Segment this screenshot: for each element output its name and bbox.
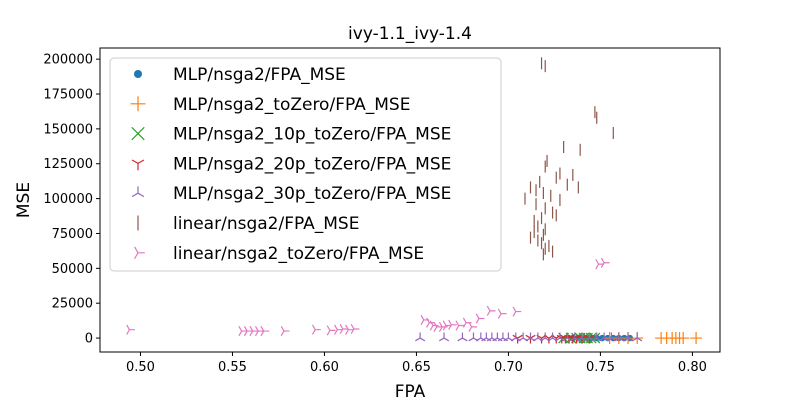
data-point bbox=[503, 332, 514, 342]
data-point bbox=[468, 321, 478, 332]
data-point bbox=[448, 319, 457, 330]
y-tick-label: 25000 bbox=[52, 297, 93, 312]
data-point bbox=[238, 326, 248, 337]
data-point bbox=[525, 334, 536, 344]
data-point bbox=[457, 332, 468, 342]
y-tick-label: 75000 bbox=[52, 227, 93, 242]
legend: MLP/nsga2/FPA_MSE MLP/nsga2_toZero/FPA_MS… bbox=[109, 57, 502, 272]
data-point bbox=[260, 326, 270, 337]
x-tick-label: 0.60 bbox=[310, 360, 339, 375]
data-point bbox=[350, 323, 360, 335]
y-axis: 0 25000 50000 75000 100000 125000 150000 175000… bbox=[43, 53, 100, 347]
data-point bbox=[589, 332, 601, 344]
plot-frame bbox=[99, 47, 721, 353]
data-point bbox=[254, 326, 264, 337]
legend-marker bbox=[130, 96, 146, 112]
y-tick-label: 0 bbox=[85, 332, 93, 347]
data-point bbox=[433, 321, 443, 332]
x-axis-label: FPA bbox=[395, 382, 426, 400]
legend-marker bbox=[131, 159, 145, 171]
x-tick-label: 0.75 bbox=[586, 360, 615, 375]
x-tick-label: 0.55 bbox=[218, 360, 247, 375]
y-tick-label: 200000 bbox=[43, 53, 93, 68]
y-tick-label: 100000 bbox=[43, 192, 93, 207]
legend-item: linear/nsga2_toZero/FPA_MSE bbox=[134, 244, 424, 264]
data-point bbox=[311, 324, 321, 335]
x-tick-label: 0.65 bbox=[402, 360, 431, 375]
data-point bbox=[475, 313, 485, 324]
data-point bbox=[677, 332, 690, 345]
plot-area bbox=[126, 57, 703, 345]
x-tick-label: 0.50 bbox=[126, 360, 155, 375]
data-point bbox=[613, 332, 624, 342]
y-tick-label: 150000 bbox=[43, 122, 93, 137]
y-tick-label: 175000 bbox=[43, 88, 93, 103]
series-5 bbox=[415, 332, 643, 342]
y-tick-label: 125000 bbox=[43, 157, 93, 172]
series-6 bbox=[524, 57, 614, 261]
data-point bbox=[532, 332, 543, 342]
data-point bbox=[468, 332, 479, 342]
legend-box bbox=[109, 57, 502, 272]
data-point bbox=[243, 326, 253, 337]
legend-label: MLP/nsga2_toZero/FPA_MSE bbox=[173, 95, 410, 115]
legend-label: linear/nsga2_toZero/FPA_MSE bbox=[173, 244, 424, 264]
data-point bbox=[126, 324, 135, 335]
data-point bbox=[600, 257, 610, 268]
data-point bbox=[462, 317, 472, 328]
chart-title: ivy-1.1_ivy-1.4 bbox=[348, 24, 472, 44]
legend-label: linear/nsga2/FPA_MSE bbox=[173, 214, 359, 234]
y-axis-label: MSE bbox=[14, 182, 34, 218]
legend-label: MLP/nsga2_10p_toZero/FPA_MSE bbox=[173, 125, 451, 145]
x-tick-label: 0.80 bbox=[678, 360, 707, 375]
legend-label: MLP/nsga2_30p_toZero/FPA_MSE bbox=[173, 184, 451, 204]
data-point bbox=[280, 326, 290, 337]
legend-marker bbox=[134, 70, 142, 78]
legend-item: MLP/nsga2_20p_toZero/FPA_MSE bbox=[131, 154, 451, 174]
y-tick-label: 50000 bbox=[52, 262, 93, 277]
legend-item: MLP/nsga2/FPA_MSE bbox=[134, 65, 346, 85]
x-tick-label: 0.70 bbox=[494, 360, 523, 375]
series-7 bbox=[126, 257, 610, 337]
data-point bbox=[690, 332, 703, 345]
data-point bbox=[632, 332, 643, 342]
data-point bbox=[585, 332, 597, 344]
x-axis: 0.50 0.55 0.60 0.65 0.70 0.75 0.80 bbox=[126, 352, 707, 375]
data-point bbox=[540, 332, 551, 342]
data-point bbox=[497, 308, 507, 319]
data-point bbox=[486, 305, 496, 316]
data-point bbox=[584, 334, 595, 344]
data-point bbox=[415, 332, 426, 342]
legend-label: MLP/nsga2/FPA_MSE bbox=[173, 65, 346, 85]
legend-item: MLP/nsga2_10p_toZero/FPA_MSE bbox=[131, 125, 451, 145]
legend-marker bbox=[131, 126, 145, 141]
legend-label: MLP/nsga2_20p_toZero/FPA_MSE bbox=[173, 154, 451, 174]
data-point bbox=[326, 325, 336, 336]
data-point bbox=[438, 332, 450, 342]
data-point bbox=[512, 306, 522, 317]
legend-marker bbox=[134, 246, 145, 260]
data-point bbox=[547, 332, 558, 342]
data-point bbox=[249, 326, 259, 337]
data-point bbox=[455, 320, 465, 331]
legend-marker bbox=[131, 186, 145, 198]
legend-item: MLP/nsga2_toZero/FPA_MSE bbox=[130, 95, 410, 115]
legend-item: MLP/nsga2_30p_toZero/FPA_MSE bbox=[131, 184, 451, 204]
legend-item: linear/nsga2/FPA_MSE bbox=[137, 214, 359, 234]
data-point bbox=[622, 332, 634, 342]
